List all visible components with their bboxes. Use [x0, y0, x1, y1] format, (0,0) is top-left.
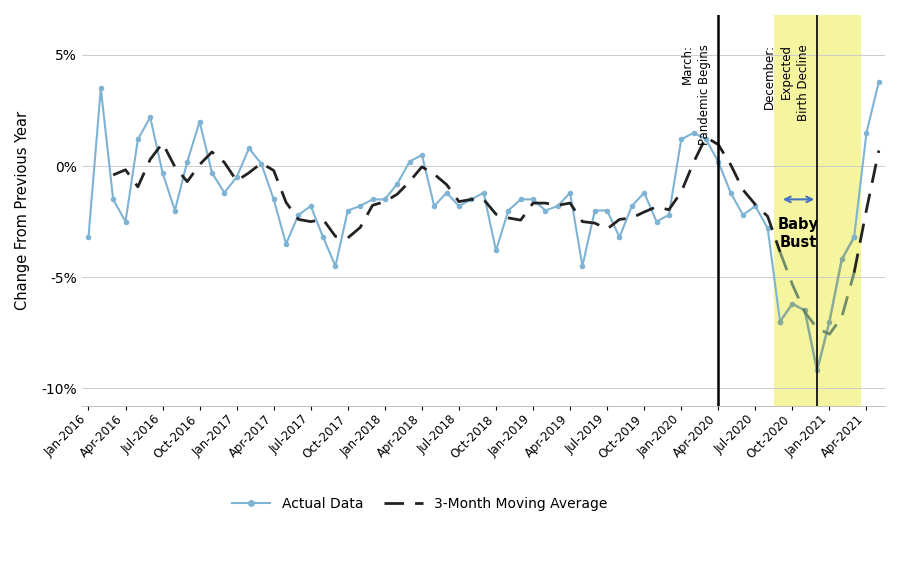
Bar: [774, 15, 860, 406]
Legend: Actual Data, 3-Month Moving Average: Actual Data, 3-Month Moving Average: [226, 491, 613, 516]
Y-axis label: Change From Previous Year: Change From Previous Year: [15, 111, 30, 310]
Text: Baby
Bust: Baby Bust: [778, 217, 819, 249]
Text: December:
Expected
Birth Decline: December: Expected Birth Decline: [762, 44, 810, 121]
Text: March:
Pandemic Begins: March: Pandemic Begins: [681, 44, 711, 145]
